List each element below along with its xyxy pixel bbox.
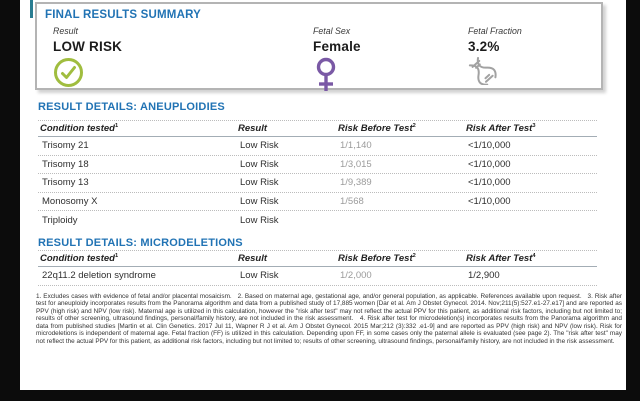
column-header-result: Result <box>238 253 268 264</box>
column-header-risk-after-test: Risk After Test4 <box>466 252 536 264</box>
footnotes-text: 1. Excludes cases with evidence of fetal… <box>36 293 622 345</box>
table-row: Triploidy Low Risk <box>38 211 597 230</box>
column-header-risk-before-test: Risk Before Test2 <box>338 122 416 134</box>
microdeletions-header-row: Condition tested1 Result Risk Before Test2… <box>38 250 597 267</box>
result-cell: Low Risk <box>240 140 279 152</box>
result-cell: Low Risk <box>240 270 279 282</box>
column-header-risk-after-test: Risk After Test3 <box>466 122 536 134</box>
table-row: Trisomy 13 Low Risk 1/9,389 <1/10,000 <box>38 174 597 193</box>
table-row: Trisomy 21 Low Risk 1/1,140 <1/10,000 <box>38 137 597 156</box>
column-header-condition-tested: Condition tested1 <box>40 252 119 264</box>
summary-title: FINAL RESULTS SUMMARY <box>45 9 202 21</box>
table-row: 22q11.2 deletion syndrome Low Risk 1/2,000… <box>38 267 597 286</box>
risk-after-cell: <1/10,000 <box>468 140 511 152</box>
microdeletions-table: Condition tested1 Result Risk Before Test2… <box>38 250 597 286</box>
table-row: Trisomy 18 Low Risk 1/3,015 <1/10,000 <box>38 156 597 174</box>
risk-after-cell: 1/2,900 <box>468 270 500 282</box>
fetal-sex-value: Female <box>313 39 361 54</box>
check-circle-icon <box>53 57 122 91</box>
result-cell: Low Risk <box>240 177 279 189</box>
condition-cell: 22q11.2 deletion syndrome <box>42 270 156 282</box>
report-page: FINAL RESULTS SUMMARY Result LOW RISK Fe… <box>20 0 626 390</box>
summary-item-fetal-fraction: Fetal Fraction 3.2% <box>468 26 522 91</box>
microdeletions-section-heading: RESULT DETAILS: MICRODELETIONS <box>38 237 243 249</box>
table-row: Monosomy X Low Risk 1/568 <1/10,000 <box>38 193 597 211</box>
column-header-condition-tested: Condition tested1 <box>40 122 119 134</box>
page-edge-accent <box>30 0 33 18</box>
risk-before-cell: 1/9,389 <box>340 177 372 189</box>
risk-after-cell: <1/10,000 <box>468 195 511 207</box>
risk-before-cell: 1/3,015 <box>340 158 372 170</box>
risk-before-cell: 1/2,000 <box>340 270 372 282</box>
condition-cell: Triploidy <box>42 214 78 226</box>
condition-cell: Trisomy 21 <box>42 140 89 152</box>
fetal-fraction-value: 3.2% <box>468 39 500 54</box>
risk-before-cell: 1/568 <box>340 195 364 207</box>
result-value: LOW RISK <box>53 39 123 54</box>
aneuploidies-section-heading: RESULT DETAILS: ANEUPLOIDIES <box>38 101 225 113</box>
result-cell: Low Risk <box>240 195 279 207</box>
fetal-fraction-label: Fetal Fraction <box>468 26 522 36</box>
risk-before-cell: 1/1,140 <box>340 140 372 152</box>
result-label: Result <box>53 26 78 36</box>
dna-icon <box>468 57 522 91</box>
female-icon <box>313 57 361 91</box>
result-cell: Low Risk <box>240 214 279 226</box>
risk-after-cell: <1/10,000 <box>468 177 511 189</box>
condition-cell: Monosomy X <box>42 195 98 207</box>
final-results-summary-box: FINAL RESULTS SUMMARY Result LOW RISK Fe… <box>35 2 603 91</box>
column-header-result: Result <box>238 123 268 134</box>
aneuploidies-table: Condition tested1 Result Risk Before Test2… <box>38 120 597 230</box>
aneuploidies-header-row: Condition tested1 Result Risk Before Test2… <box>38 120 597 137</box>
summary-item-result: Result LOW RISK <box>53 26 122 91</box>
condition-cell: Trisomy 13 <box>42 177 89 189</box>
condition-cell: Trisomy 18 <box>42 158 89 170</box>
fetal-sex-label: Fetal Sex <box>313 26 351 36</box>
summary-item-fetal-sex: Fetal Sex Female <box>313 26 361 91</box>
result-cell: Low Risk <box>240 158 279 170</box>
risk-after-cell: <1/10,000 <box>468 158 511 170</box>
column-header-risk-before-test: Risk Before Test2 <box>338 252 416 264</box>
